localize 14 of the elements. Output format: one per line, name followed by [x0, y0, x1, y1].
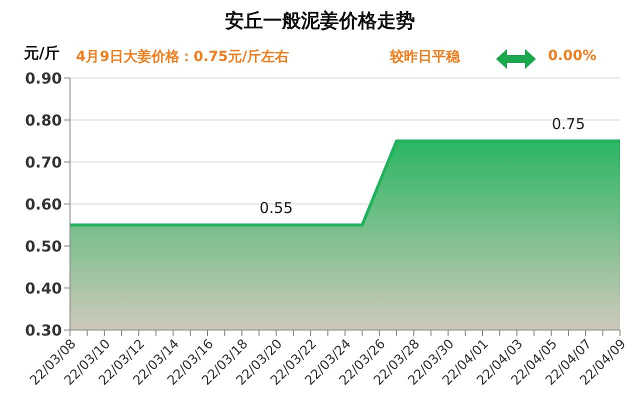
y-axis-title: 元/斤 [24, 44, 60, 63]
y-tick-label: 0.30 [24, 321, 62, 340]
chart-title: 安丘一般泥姜价格走势 [224, 9, 416, 34]
y-tick-label: 0.40 [24, 279, 62, 298]
y-tick-label: 0.60 [24, 195, 62, 214]
data-label: 0.55 [260, 199, 293, 217]
data-label: 0.75 [552, 115, 586, 133]
text: 较昨日平稳 [390, 48, 460, 66]
text: 0.00% [548, 48, 597, 64]
y-tick-label: 0.80 [24, 111, 62, 130]
y-tick-label: 0.90 [24, 69, 62, 88]
y-tick-label: 0.70 [24, 153, 62, 172]
text: 4月9日大姜价格：0.75元/斤左右 [76, 48, 290, 66]
y-tick-label: 0.50 [24, 237, 62, 256]
